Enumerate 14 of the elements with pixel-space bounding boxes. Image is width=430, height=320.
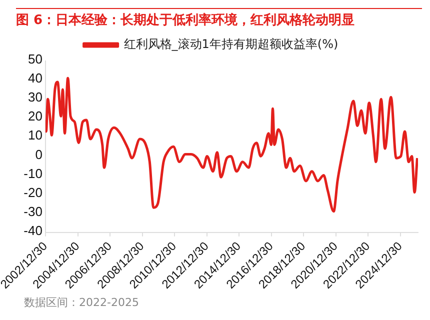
y-tick-label: 50 — [28, 52, 42, 67]
text: 数据区间：2022-2025 — [24, 295, 140, 310]
y-tick-label: -10 — [24, 166, 42, 181]
y-tick-label: 20 — [28, 108, 42, 124]
y-tick-label: 0 — [35, 146, 42, 162]
y-tick-label: 10 — [28, 128, 42, 143]
y-tick-label: -40 — [24, 222, 42, 238]
legend-label: 红利风格_滚动1年持有期超额收益率(%) — [124, 37, 338, 52]
y-tick-label: -20 — [24, 184, 42, 200]
y-tick-label: 40 — [28, 70, 42, 86]
line-series — [45, 76, 418, 213]
y-tick-label: 30 — [28, 90, 42, 105]
y-tick-label: -30 — [24, 204, 42, 219]
chart-title: 图 6：日本经验：长期处于低利率环境，红利风格轮动明显 — [16, 8, 422, 29]
